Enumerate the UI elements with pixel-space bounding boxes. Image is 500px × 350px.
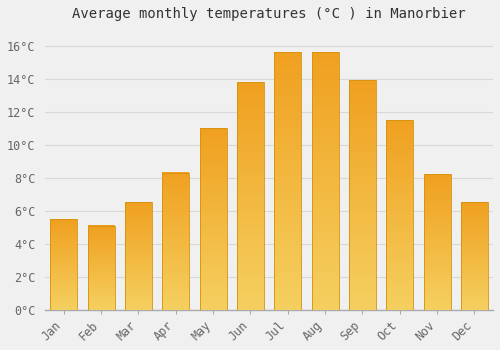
Bar xyxy=(386,120,413,310)
Bar xyxy=(88,225,115,310)
Bar xyxy=(424,174,450,310)
Bar xyxy=(200,128,226,310)
Bar xyxy=(461,202,488,310)
Title: Average monthly temperatures (°C ) in Manorbier: Average monthly temperatures (°C ) in Ma… xyxy=(72,7,466,21)
Bar xyxy=(50,219,78,310)
Bar xyxy=(237,82,264,310)
Bar xyxy=(125,202,152,310)
Bar xyxy=(274,52,301,310)
Bar xyxy=(349,80,376,310)
Bar xyxy=(162,173,189,310)
Bar xyxy=(312,52,338,310)
